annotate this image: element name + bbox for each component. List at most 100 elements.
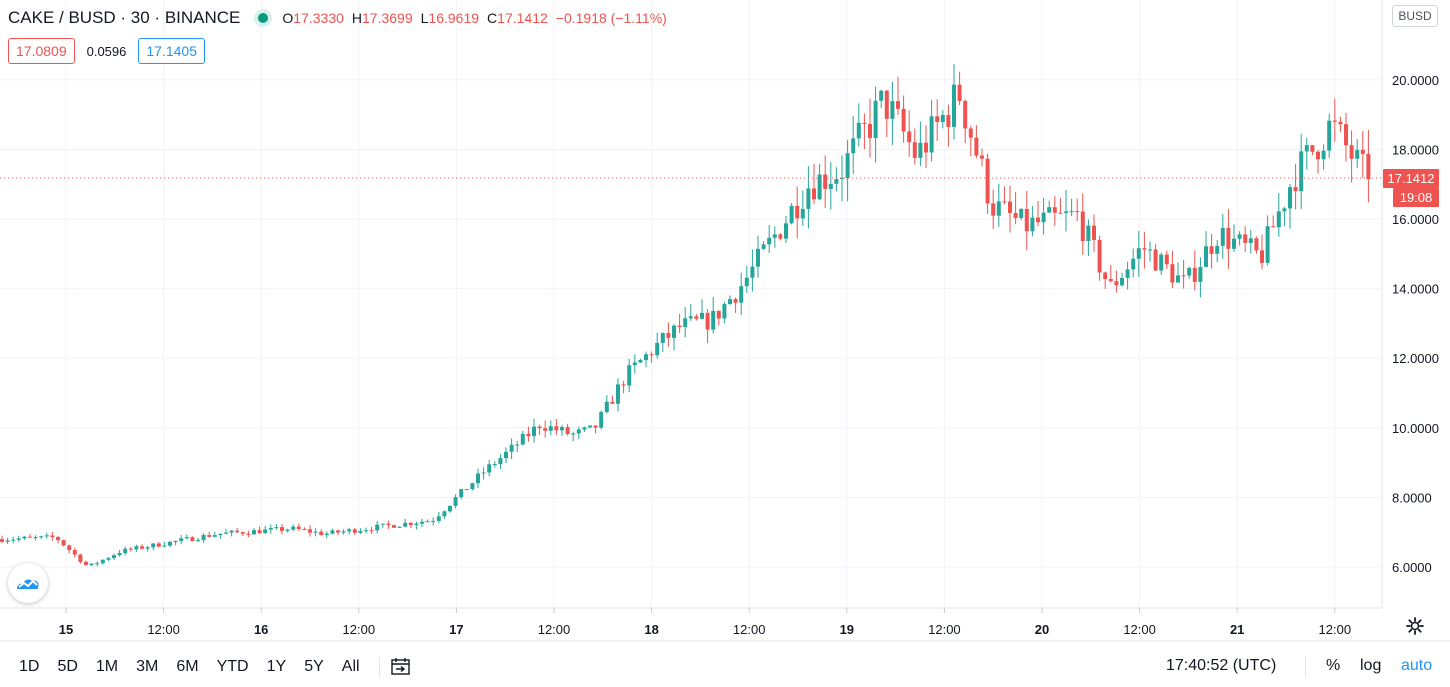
time-tick-label: 16	[254, 622, 268, 637]
candle	[963, 99, 968, 144]
candle	[408, 522, 413, 529]
candle	[212, 531, 217, 538]
candle	[431, 517, 436, 526]
candle-body	[733, 299, 738, 303]
log-scale-toggle[interactable]: log	[1360, 657, 1382, 674]
candle-body	[772, 234, 777, 238]
bottom-toolbar: 1D 5D 1M 3M 6M YTD 1Y 5Y All 17:40:52 (U…	[0, 646, 1450, 687]
candle	[672, 324, 676, 351]
time-tick-label: 12:00	[147, 622, 180, 637]
candle	[705, 309, 710, 344]
candle	[789, 203, 794, 225]
candle	[145, 545, 150, 552]
candle	[1069, 198, 1074, 217]
candle	[1204, 231, 1208, 268]
range-button-6m[interactable]: 6M	[176, 657, 199, 675]
range-button-5d[interactable]: 5D	[57, 657, 78, 675]
candle	[380, 523, 385, 528]
candle-body	[722, 304, 727, 319]
candle-body	[1220, 227, 1225, 246]
candle	[22, 535, 27, 540]
candle-body	[705, 312, 710, 330]
candle	[39, 535, 44, 540]
candle	[464, 489, 469, 491]
candle-body	[1299, 151, 1304, 192]
candle	[582, 426, 587, 432]
candle	[0, 535, 4, 543]
last-price-label: 17.1412	[1388, 171, 1435, 186]
candle	[1293, 163, 1298, 210]
symbol-legend: CAKE / BUSD · 30 · BINANCE O17.3330 H17.…	[8, 6, 667, 30]
candle	[168, 541, 172, 548]
market-open-dot-icon[interactable]	[258, 13, 269, 23]
candle-body	[957, 84, 962, 102]
candle	[1226, 209, 1231, 269]
candle-body	[1125, 269, 1130, 278]
range-button-ytd[interactable]: YTD	[216, 657, 249, 675]
candle	[201, 533, 206, 543]
candle-body	[330, 530, 335, 534]
range-button-3m[interactable]: 3M	[136, 657, 159, 675]
go-to-date-icon[interactable]	[390, 657, 412, 677]
candle	[414, 521, 419, 530]
candle-body	[728, 299, 732, 305]
candle	[1355, 139, 1360, 169]
candle-body	[660, 333, 665, 343]
candle	[1288, 183, 1292, 229]
candle-body	[218, 533, 223, 536]
candle	[655, 332, 660, 359]
candle	[1260, 234, 1264, 270]
percent-scale-toggle[interactable]: %	[1326, 657, 1341, 674]
range-button-1y[interactable]: 1Y	[266, 657, 287, 675]
candle-body	[280, 527, 284, 531]
candle	[918, 121, 923, 167]
tradingview-cloud-icon[interactable]	[8, 563, 48, 603]
candle-body	[817, 174, 822, 200]
candle	[912, 128, 917, 165]
candle-body	[1360, 149, 1365, 154]
candle	[173, 540, 178, 546]
candle	[688, 304, 693, 322]
candle	[644, 351, 648, 368]
range-button-5y[interactable]: 5Y	[304, 657, 324, 675]
toolbar-divider	[378, 656, 380, 677]
candle	[1181, 259, 1186, 289]
time-axis[interactable]: 15 12:00 16 12:00 17 12:00 18 12:00 19 12:00 20 12:…	[59, 608, 1351, 637]
candle	[1344, 112, 1348, 162]
candle-body	[1260, 250, 1264, 263]
candle	[588, 425, 592, 429]
buy-price-button[interactable]: 17.1405	[138, 38, 205, 64]
symbol-title[interactable]: CAKE / BUSD · 30 · BINANCE	[8, 8, 241, 27]
candle-body	[845, 153, 850, 179]
candle	[884, 90, 889, 138]
candle	[683, 307, 688, 338]
range-button-1m[interactable]: 1M	[95, 657, 119, 675]
candle	[1265, 215, 1270, 266]
range-button-1d[interactable]: 1D	[19, 657, 40, 675]
candle-body	[638, 359, 643, 363]
candle-body	[800, 208, 805, 219]
candle-body	[918, 142, 923, 158]
utc-clock[interactable]: 17:40:52 (UTC)	[1166, 657, 1277, 674]
candle-body	[935, 116, 940, 123]
auto-scale-toggle[interactable]: auto	[1401, 657, 1433, 674]
range-button-all[interactable]: All	[341, 657, 360, 675]
candle-body	[1276, 211, 1281, 228]
candle	[610, 395, 615, 404]
candle	[313, 528, 318, 537]
candle-body	[1036, 217, 1040, 223]
sell-price-button[interactable]: 17.0809	[8, 38, 75, 64]
candle	[498, 454, 503, 470]
gear-icon[interactable]	[1405, 616, 1425, 636]
candle	[543, 420, 548, 438]
candle-body	[929, 116, 934, 153]
candle	[694, 314, 699, 321]
currency-badge[interactable]: BUSD	[1392, 5, 1438, 27]
candle-body	[1058, 212, 1063, 214]
candle	[632, 354, 637, 374]
candle-body	[33, 537, 38, 539]
candle-body	[492, 464, 497, 466]
price-axis[interactable]: 6.0000 8.0000 10.0000 12.0000 14.0000 16.0000…	[1392, 73, 1439, 575]
candle-body	[470, 483, 475, 490]
